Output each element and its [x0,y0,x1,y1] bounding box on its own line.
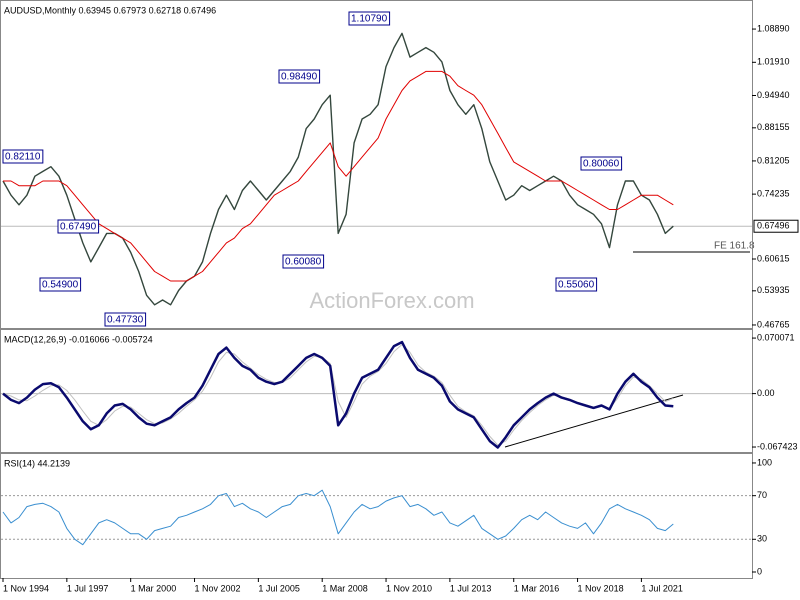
annotation: 0.60080 [285,257,322,268]
annotation-box [278,69,321,84]
annotation: 0.55060 [558,280,595,291]
x-tick-label: 1 Mar 2016 [514,583,560,593]
y-tick-label: 30 [757,534,767,544]
y-tick-label: 1.01910 [757,57,790,67]
annotation-box [39,277,82,292]
fe-label: FE 161.8 [714,241,755,252]
annotation-box [348,11,391,26]
macd-trendline [504,394,684,448]
watermark: ActionForex.com [309,288,474,313]
panel-frame [0,0,753,329]
annotation: 0.47730 [107,315,144,326]
last-price-label: 0.67496 [757,221,790,231]
y-tick-label: -0.067423 [757,441,798,451]
annotation-box [2,149,44,164]
y-tick-label: 0.81205 [757,155,790,165]
x-tick-label: 1 Nov 1994 [3,583,49,593]
x-tick-label: 1 Jul 2021 [641,583,683,593]
y-tick-label: 0.53935 [757,285,790,295]
annotation-box [57,219,100,234]
annotation: 0.98490 [281,72,318,83]
y-tick-label: 1.08890 [757,23,790,33]
annotation-box [104,312,147,327]
series-line [2,340,674,449]
x-tick-label: 1 Jul 2013 [450,583,492,593]
x-tick-label: 1 Jul 2005 [258,583,300,593]
x-tick-label: 1 Nov 2018 [578,583,624,593]
x-tick-label: 1 Nov 2010 [386,583,432,593]
panel-frame [0,453,753,579]
annotation-box [282,254,325,269]
series-line [3,70,674,282]
y-tick-label: 0 [757,566,762,576]
series-line [2,489,674,546]
panel-frame [0,329,753,453]
y-tick-label: 0.070071 [757,332,795,342]
x-tick-label: 1 Mar 2000 [131,583,177,593]
annotation: 0.82110 [5,152,41,163]
y-tick-label: 0.88155 [757,122,790,132]
y-tick-label: 0.60615 [757,253,790,263]
x-tick-label: 1 Nov 2002 [195,583,241,593]
annotation-box [555,277,598,292]
x-tick-label: 1 Jul 1997 [67,583,109,593]
annotation: 0.67490 [60,222,97,233]
y-tick-label: 0.46765 [757,319,790,329]
annotation: 0.80060 [583,159,620,170]
x-tick-label: 1 Mar 2008 [322,583,368,593]
y-tick-label: 0.00 [757,388,775,398]
panel-title: RSI(14) 44.2139 [4,458,70,468]
y-tick-label: 70 [757,490,767,500]
last-price-box [753,219,799,233]
y-tick-label: 100 [757,457,772,467]
annotation: 1.10790 [351,14,388,25]
panel-title: MACD(12,26,9) -0.016066 -0.005724 [4,334,153,344]
panel-title: AUDUSD,Monthly 0.63945 0.67973 0.62718 0… [4,5,216,15]
y-tick-label: 0.94940 [757,90,790,100]
y-tick-label: 0.74235 [757,189,790,199]
annotation: 0.54900 [42,280,79,291]
annotation-box [580,156,623,171]
